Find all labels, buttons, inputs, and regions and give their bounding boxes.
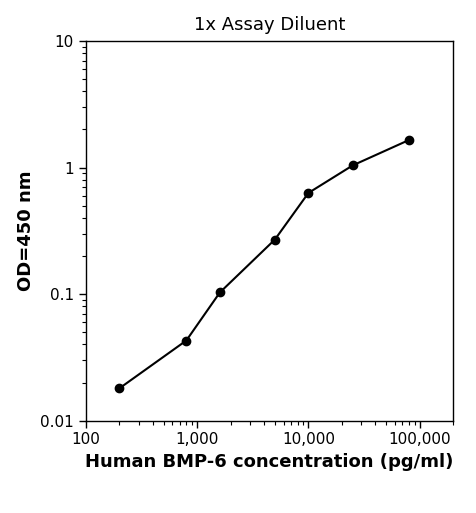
Title: 1x Assay Diluent: 1x Assay Diluent: [193, 16, 345, 34]
Y-axis label: OD=450 nm: OD=450 nm: [17, 171, 35, 291]
X-axis label: Human BMP-6 concentration (pg/ml): Human BMP-6 concentration (pg/ml): [85, 453, 453, 471]
